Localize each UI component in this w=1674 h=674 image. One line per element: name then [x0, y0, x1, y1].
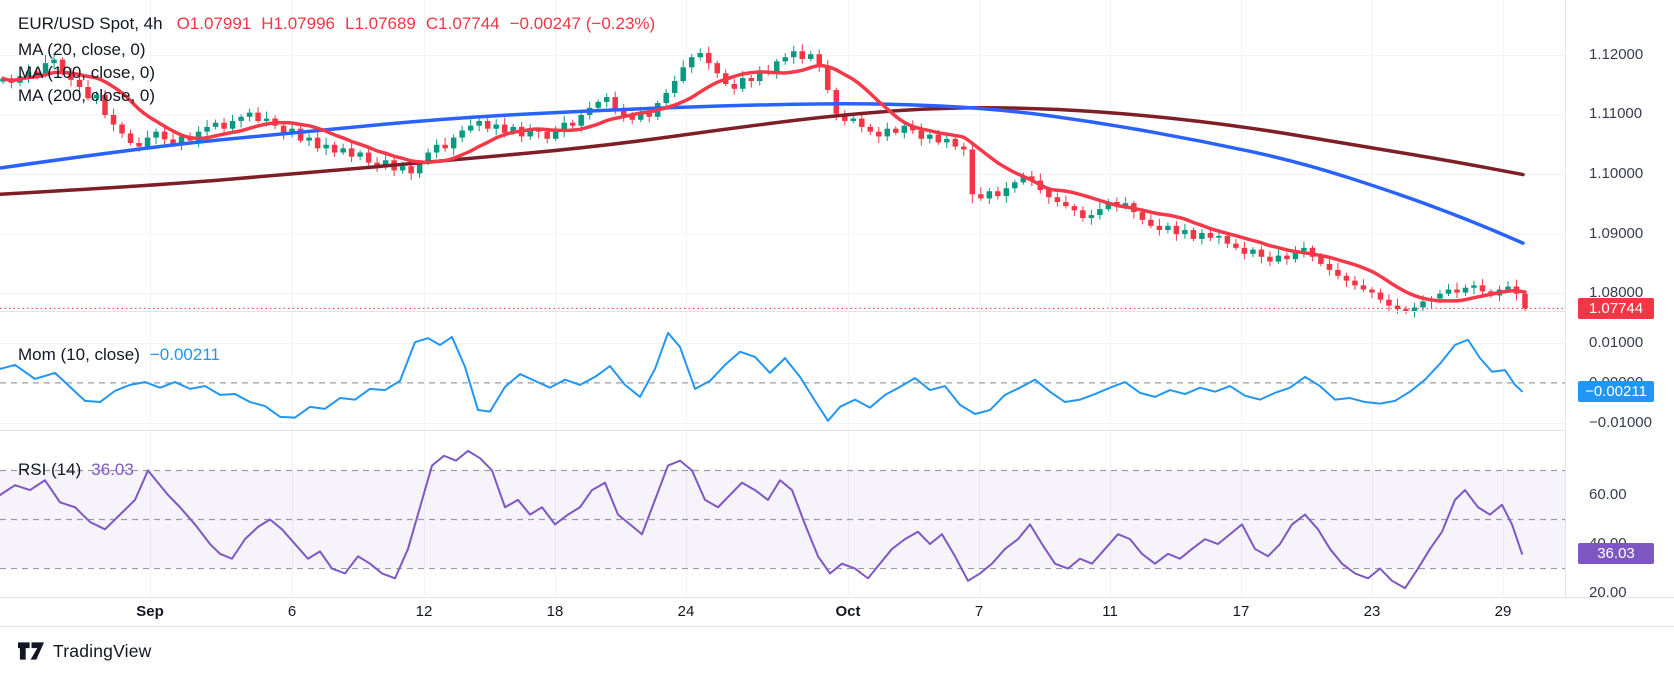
mom-value-badge: −0.00211: [1578, 380, 1654, 402]
overlay-ma20: [1, 63, 1527, 303]
rsi-axis-label: 60.00: [1589, 485, 1627, 503]
time-label-12: 12: [415, 603, 433, 620]
ohlc-change: −0.00247 (−0.23%): [509, 14, 656, 33]
time-label-23: 23: [1363, 603, 1381, 620]
time-label-sep: Sep: [136, 603, 164, 620]
price-value-badge: 1.07744: [1578, 297, 1654, 319]
time-label-18: 18: [546, 603, 564, 620]
time-label-24: 24: [677, 603, 695, 620]
price-legend: EUR/USD Spot, 4h O1.07991 H1.07996 L1.07689…: [18, 13, 665, 35]
mom-axis-label: 0.01000: [1589, 333, 1644, 351]
price-axis-label: 1.08000: [1589, 284, 1644, 302]
rsi-panel[interactable]: [0, 449, 1565, 590]
momentum-legend: Mom (10, close) −0.00211: [18, 344, 220, 366]
tradingview-logo-icon: [18, 642, 45, 660]
price-axis-label: 1.11000: [1589, 105, 1643, 123]
mom-axis-label: −0.01000: [1589, 413, 1652, 431]
overlay-ma200: [0, 105, 1525, 196]
time-scale[interactable]: Sep 6 12 18 24 Oct 7 11 17 23 29: [0, 597, 1674, 627]
mom-rsi-separator[interactable]: [0, 430, 1674, 431]
mom-panel[interactable]: [0, 331, 1565, 424]
ma20-legend: MA (20, close, 0): [18, 40, 146, 59]
rsi-value: 36.03: [91, 460, 134, 479]
ma100-legend: MA (100, close, 0): [18, 63, 156, 82]
rsi-axis-label: 20.00: [1589, 584, 1627, 602]
time-label-oct: Oct: [835, 603, 861, 620]
brand-name: TradingView: [53, 640, 152, 661]
price-scale[interactable]: 1.12000 1.11000 1.10000 1.09000 1.08000 0.010…: [1565, 0, 1674, 627]
rsi-label: RSI (14): [18, 460, 82, 479]
ma200-legend: MA (200, close, 0): [18, 86, 156, 105]
price-panel[interactable]: [0, 44, 1565, 318]
ohlc-close: C1.07744: [425, 14, 500, 33]
price-axis-label: 1.09000: [1589, 224, 1644, 242]
tradingview-logo-link[interactable]: TradingView: [18, 641, 152, 662]
time-label-7: 7: [974, 603, 984, 620]
ohlc-low: L1.07689: [344, 14, 416, 33]
momentum-value: −0.00211: [149, 345, 220, 364]
ohlc-high: H1.07996: [261, 14, 335, 33]
footer: TradingView: [0, 628, 1674, 674]
rsi-value-badge: 36.03: [1578, 543, 1654, 565]
price-axis-label: 1.10000: [1589, 164, 1644, 182]
price-axis-label: 1.12000: [1589, 45, 1644, 63]
time-label-17: 17: [1232, 603, 1250, 620]
time-label-6: 6: [287, 603, 297, 620]
chart-plot-area[interactable]: EUR/USD Spot, 4h O1.07991 H1.07996 L1.07689…: [0, 0, 1565, 627]
time-label-29: 29: [1494, 603, 1512, 620]
chart-canvas[interactable]: [0, 0, 1565, 627]
rsi-legend: RSI (14) 36.03: [18, 459, 134, 481]
rsi-line: [0, 449, 1523, 590]
symbol-title: EUR/USD Spot, 4h: [18, 14, 163, 33]
momentum-label: Mom (10, close): [18, 345, 140, 364]
time-label-11: 11: [1102, 603, 1118, 620]
mom-line: [0, 331, 1523, 422]
ohlc-open: O1.07991: [176, 14, 252, 33]
price-mom-separator[interactable]: [0, 311, 1674, 312]
